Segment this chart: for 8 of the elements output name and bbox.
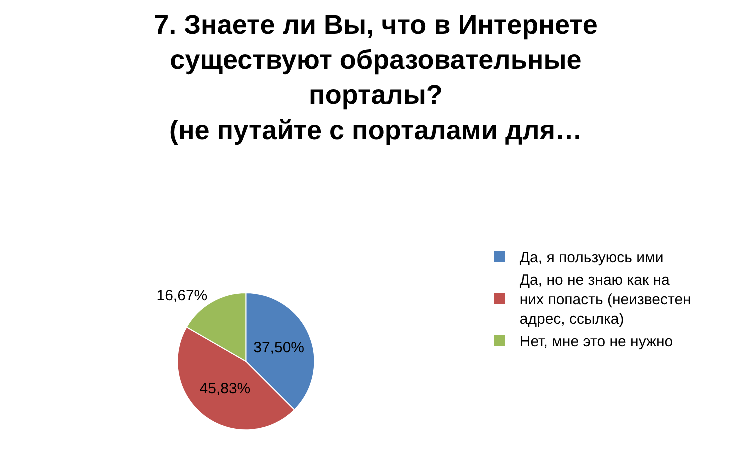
data-label: 37,50%: [254, 339, 304, 356]
data-label: 16,67%: [156, 287, 208, 304]
chart-title: 7. Знаете ли Вы, что в Интернете существуют образовательные порталы?: [154, 10, 598, 110]
legend-label: Да, я пользуюсь ими: [520, 250, 664, 267]
legend-label: Да, но не знаю как на них попасть (неизвестен адрес, ссылка): [520, 272, 692, 328]
chart-subtitle: (не путайте с порталами для…: [169, 115, 583, 146]
data-label: 45,83%: [200, 380, 251, 398]
legend-label: Нет, мне это не нужно: [520, 334, 674, 351]
